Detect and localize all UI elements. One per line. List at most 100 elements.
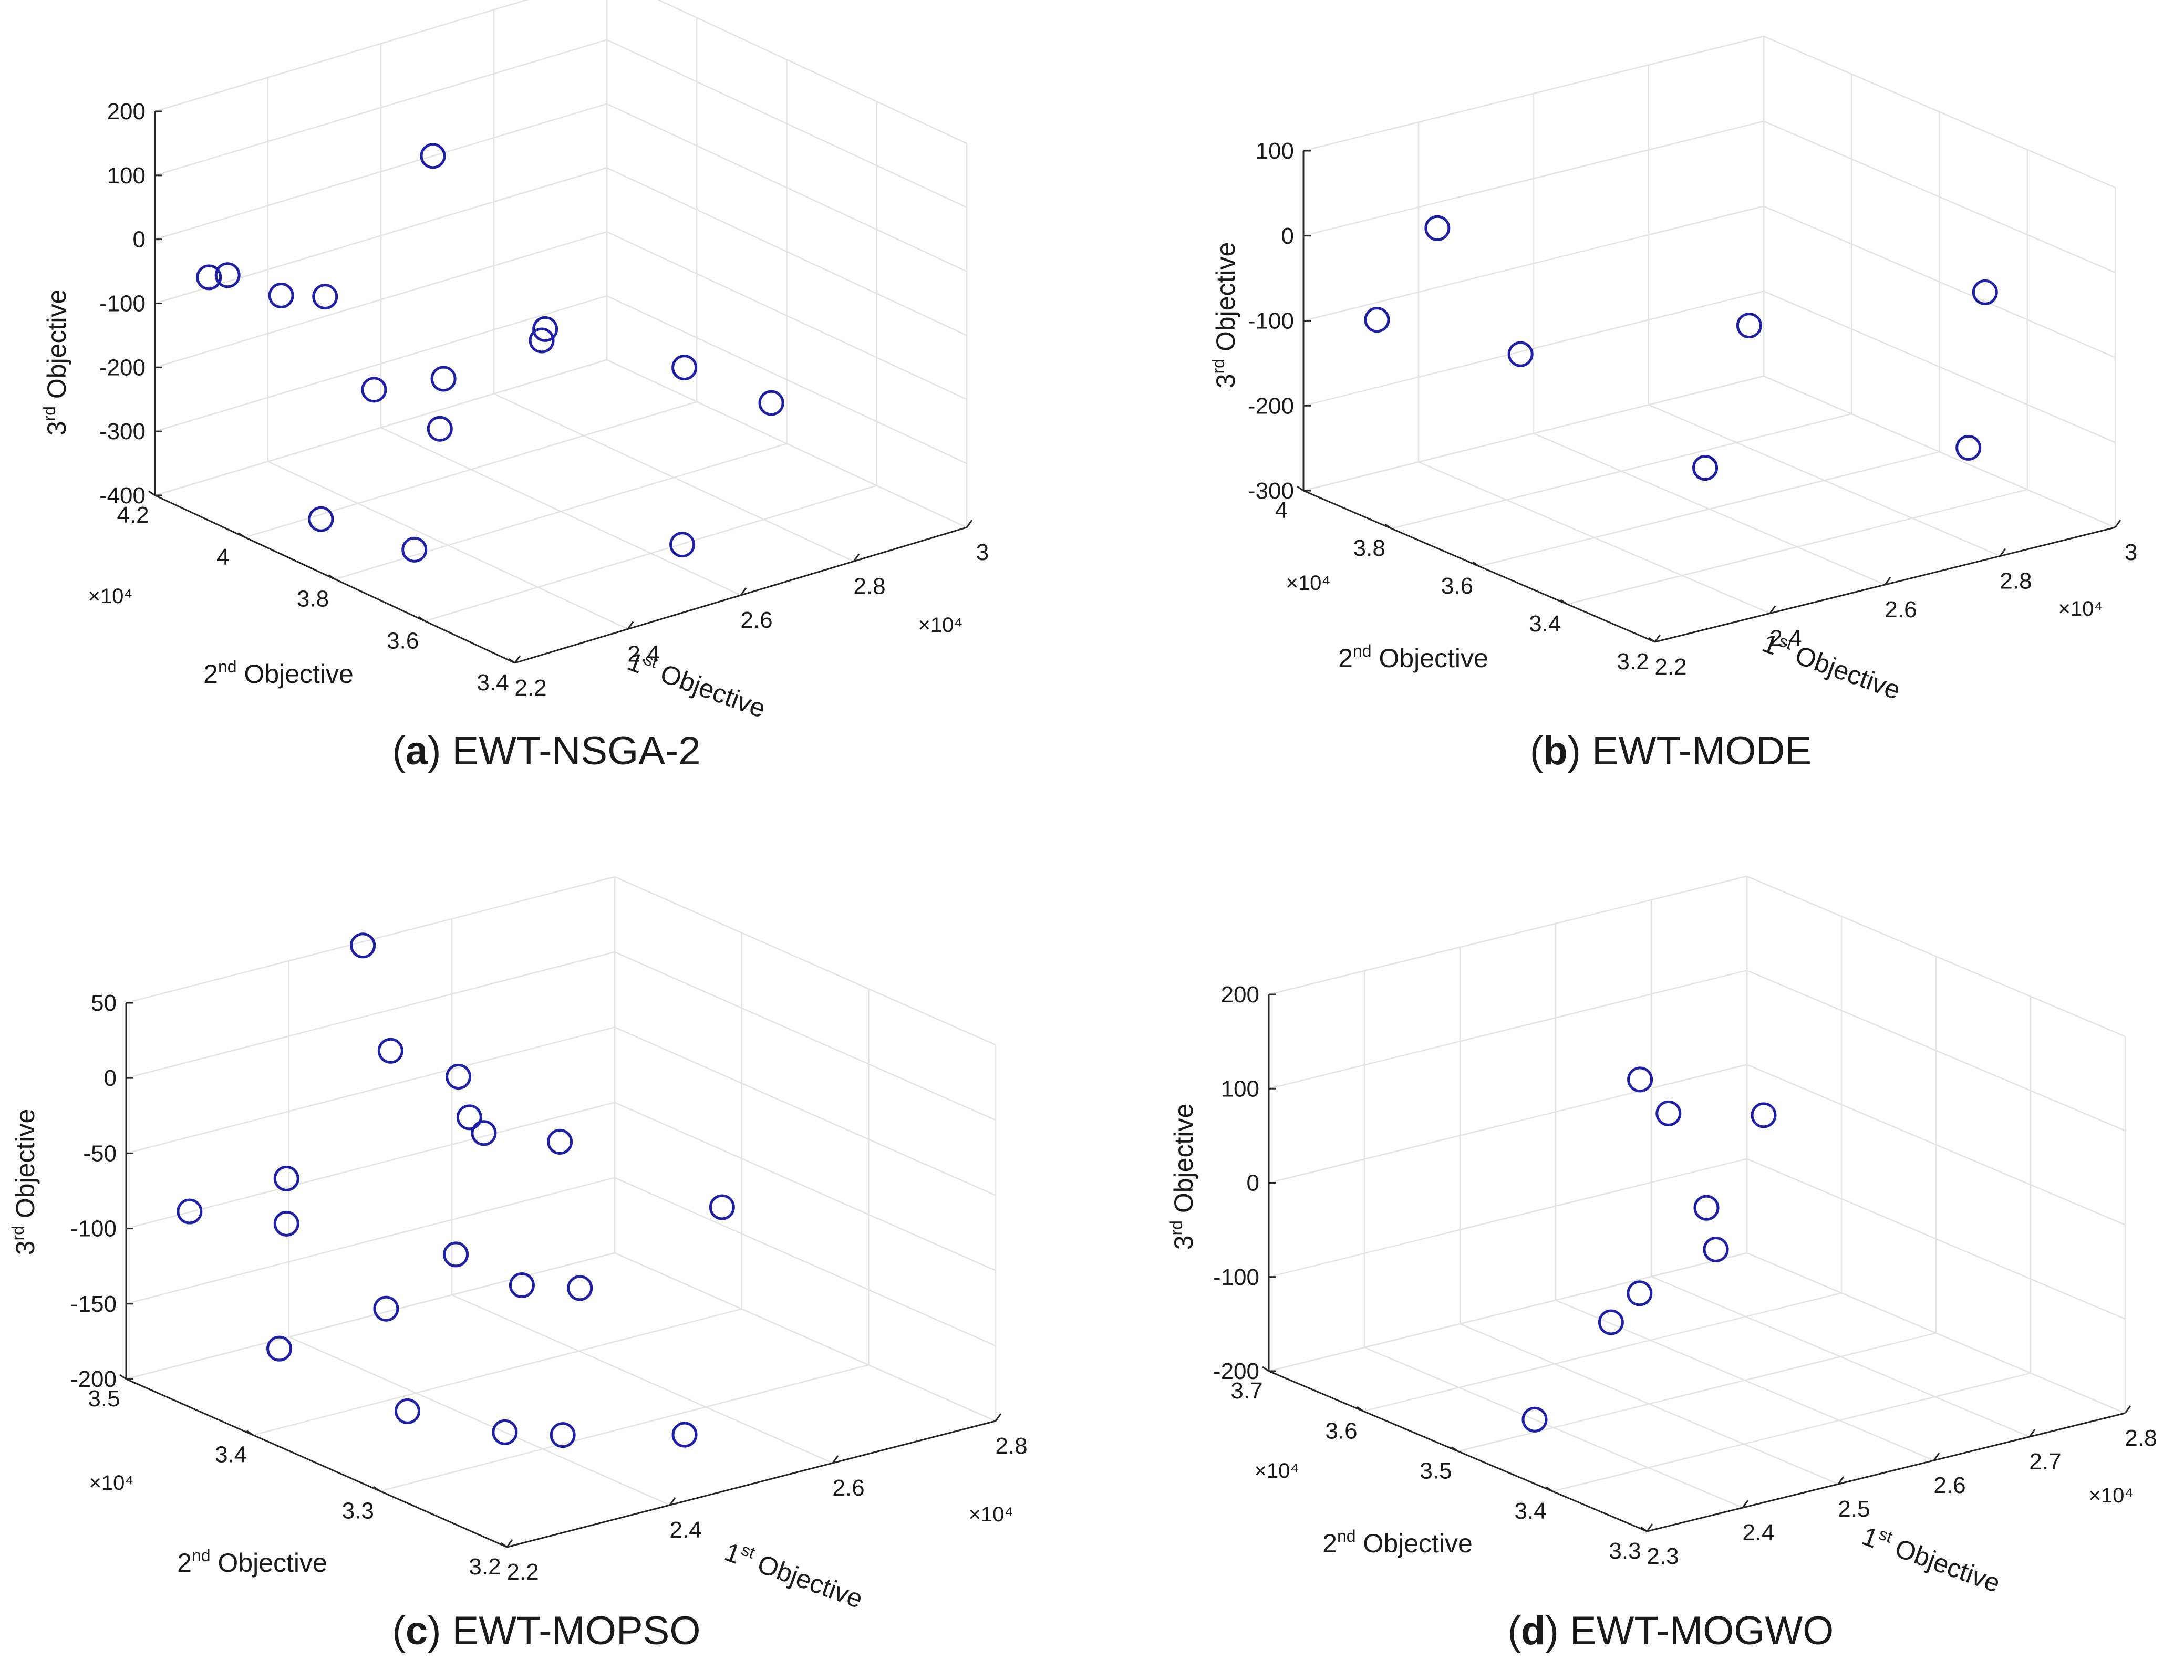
- data-point: [312, 284, 338, 310]
- data-point: [1692, 455, 1719, 481]
- data-point: [266, 1335, 293, 1362]
- caption-paren-open: (: [392, 1609, 406, 1653]
- data-point: [1627, 1066, 1653, 1093]
- y-tick-label: 3.6: [1325, 1418, 1357, 1444]
- x-tick-label: 2.2: [506, 1559, 539, 1585]
- x-tick: [1933, 1453, 1940, 1461]
- grid-side-z: [657, 0, 967, 144]
- z-axis-title: 3rd Objective: [1209, 242, 1240, 389]
- data-point: [427, 416, 453, 442]
- x-tick-label: 2.2: [514, 675, 546, 701]
- y-axis-title-word: Objective: [1372, 644, 1488, 673]
- z-axis-title-word: Objective: [1211, 242, 1240, 359]
- x-tick-label: 2.6: [832, 1475, 864, 1501]
- grid-back-z: [154, 359, 607, 496]
- y-tick: [328, 574, 336, 580]
- grid-back-z: [154, 295, 607, 432]
- y-exponent-label: ×10⁴: [89, 1471, 133, 1495]
- grid-side-z: [606, 103, 967, 272]
- z-tick-label: -300: [1248, 478, 1294, 504]
- caption-text: EWT-MOPSO: [452, 1609, 701, 1653]
- z-axis-title: 3rd Objective: [8, 1109, 40, 1256]
- z-axis-title-ordinal: 3: [1211, 374, 1240, 388]
- x-exponent-label: ×10⁴: [968, 1503, 1013, 1526]
- y-tick: [148, 490, 156, 496]
- grid-back-z: [126, 1252, 615, 1380]
- z-tick-label: 200: [1221, 982, 1259, 1008]
- data-point: [567, 1275, 593, 1301]
- y-axis-title-ordinal: 2: [1338, 644, 1353, 673]
- caption-paren-close: ): [428, 1609, 452, 1653]
- z-tick-label: -200: [1248, 393, 1294, 419]
- y-tick: [238, 532, 246, 538]
- data-point: [395, 1398, 420, 1424]
- z-tick-label: 0: [1281, 223, 1294, 249]
- grid-side-z: [1746, 970, 2126, 1132]
- data-points: [177, 932, 735, 1448]
- y-tick: [1262, 1366, 1269, 1372]
- grid-back-z: [154, 231, 607, 368]
- data-point: [671, 355, 698, 381]
- data-point: [373, 1295, 399, 1322]
- y-axis-title-word: Objective: [211, 1548, 327, 1578]
- y-tick: [1357, 1406, 1364, 1412]
- caption-text: EWT-NSGA-2: [452, 729, 701, 773]
- y-exponent-label: ×10⁴: [1254, 1459, 1299, 1482]
- z-axis-title-word: Objective: [11, 1109, 40, 1226]
- caption-paren-close: ): [1568, 729, 1592, 773]
- z-tick-label: -100: [1213, 1264, 1259, 1290]
- grid-back-z: [126, 1102, 615, 1229]
- x-axis-line: [1647, 1412, 2126, 1532]
- data-point: [1598, 1309, 1624, 1335]
- y-tick-label: 4.2: [117, 502, 149, 528]
- data-point: [547, 1128, 573, 1155]
- z-axis-title-word: Objective: [42, 289, 71, 406]
- grid-side-z: [614, 1252, 996, 1422]
- y-tick: [418, 616, 426, 622]
- x-tick-label: 2.4: [627, 641, 659, 667]
- data-points: [1521, 1066, 1777, 1433]
- data-point: [446, 1064, 472, 1090]
- y-tick: [1472, 561, 1480, 567]
- panel-caption: (d) EWT-MOGWO: [1508, 1609, 1834, 1653]
- data-point: [456, 1104, 482, 1131]
- z-axis-title-ordinal-suffix: rd: [40, 406, 59, 421]
- data-point: [1364, 307, 1390, 333]
- y-axis-line: [126, 1378, 508, 1548]
- data-point: [430, 366, 457, 392]
- grid-side-z: [606, 295, 967, 464]
- grid-floor-y: [1567, 489, 2028, 605]
- y-axis-title-ordinal-suffix: nd: [1353, 641, 1372, 660]
- caption-paren-open: (: [1530, 729, 1543, 773]
- z-tick-label: -50: [83, 1140, 117, 1166]
- grid-back-z: [1303, 205, 1764, 322]
- grid-floor-y: [1363, 1292, 1842, 1412]
- x-tick: [853, 553, 860, 562]
- z-tick-label: -200: [70, 1366, 117, 1392]
- data-point: [443, 1241, 469, 1268]
- data-point: [709, 1194, 735, 1220]
- x-tick-label: 2.2: [1654, 654, 1686, 680]
- z-tick-label: 100: [107, 163, 146, 189]
- x-tick: [514, 655, 521, 663]
- z-axis-title-ordinal-suffix: rd: [8, 1226, 27, 1240]
- data-point: [268, 283, 294, 309]
- scatter3d-panel-a: 2.2 2.4 2.6 2.8 3 3.4 3.6 3.8 4 4.2-400 -300 -200 -1…: [40, 0, 989, 773]
- x-tick-label: 2.8: [2000, 568, 2032, 594]
- z-tick-label: -200: [1213, 1358, 1259, 1384]
- x-tick: [506, 1539, 513, 1548]
- y-axis-title: 2nd Objective: [1338, 641, 1488, 673]
- data-point: [1703, 1236, 1729, 1262]
- y-tick-label: 3.4: [215, 1442, 247, 1468]
- data-point: [420, 143, 446, 169]
- grid-side-z: [614, 876, 996, 1046]
- y-tick-label: 3.3: [342, 1498, 374, 1523]
- z-axis-title: 3rd Objective: [1167, 1104, 1198, 1250]
- grid-side-z: [1763, 375, 2116, 528]
- y-axis-title-ordinal: 2: [203, 659, 218, 689]
- y-tick: [1648, 637, 1655, 643]
- data-point: [377, 1038, 403, 1064]
- y-tick-label: 3.4: [1529, 611, 1561, 637]
- grid-back-z: [154, 167, 607, 304]
- caption-letter: a: [406, 729, 428, 773]
